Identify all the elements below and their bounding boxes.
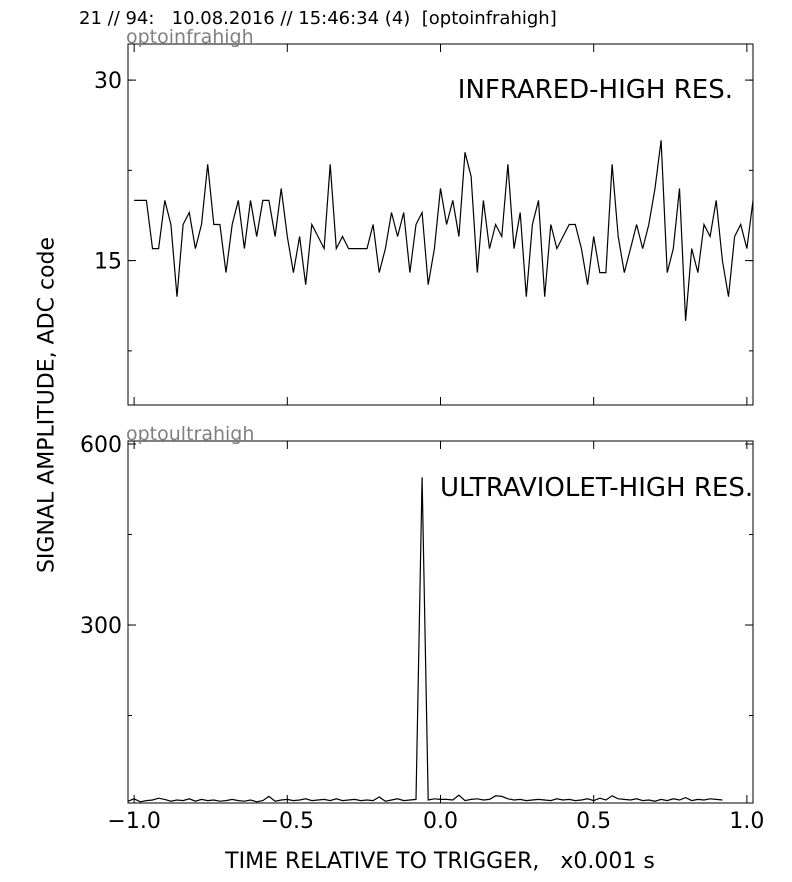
y-tick-label: 15 <box>94 250 122 275</box>
figure-header: 21 // 94: 10.08.2016 // 15:46:34 (4) [op… <box>79 8 557 29</box>
panel-tag-1: optoinfrahigh <box>126 26 254 48</box>
y-tick-label: 600 <box>80 433 122 458</box>
y-tick-label: 300 <box>80 614 122 639</box>
x-tick-label: 0.0 <box>423 809 458 834</box>
panel-tag-2: optoultrahigh <box>126 423 254 445</box>
x-tick-label: −0.5 <box>261 809 314 834</box>
x-tick-label: 0.5 <box>576 809 611 834</box>
y-tick-label: 30 <box>94 69 122 94</box>
series-line-1 <box>134 140 754 321</box>
panel-title-1: INFRARED-HIGH RES. <box>458 75 733 105</box>
x-tick-label: 1.0 <box>729 809 764 834</box>
panel-title-2: ULTRAVIOLET-HIGH RES. <box>440 473 753 503</box>
series-line-2 <box>127 477 723 803</box>
x-tick-label: −1.0 <box>107 809 160 834</box>
x-axis-label: TIME RELATIVE TO TRIGGER, x0.001 s <box>225 849 655 874</box>
